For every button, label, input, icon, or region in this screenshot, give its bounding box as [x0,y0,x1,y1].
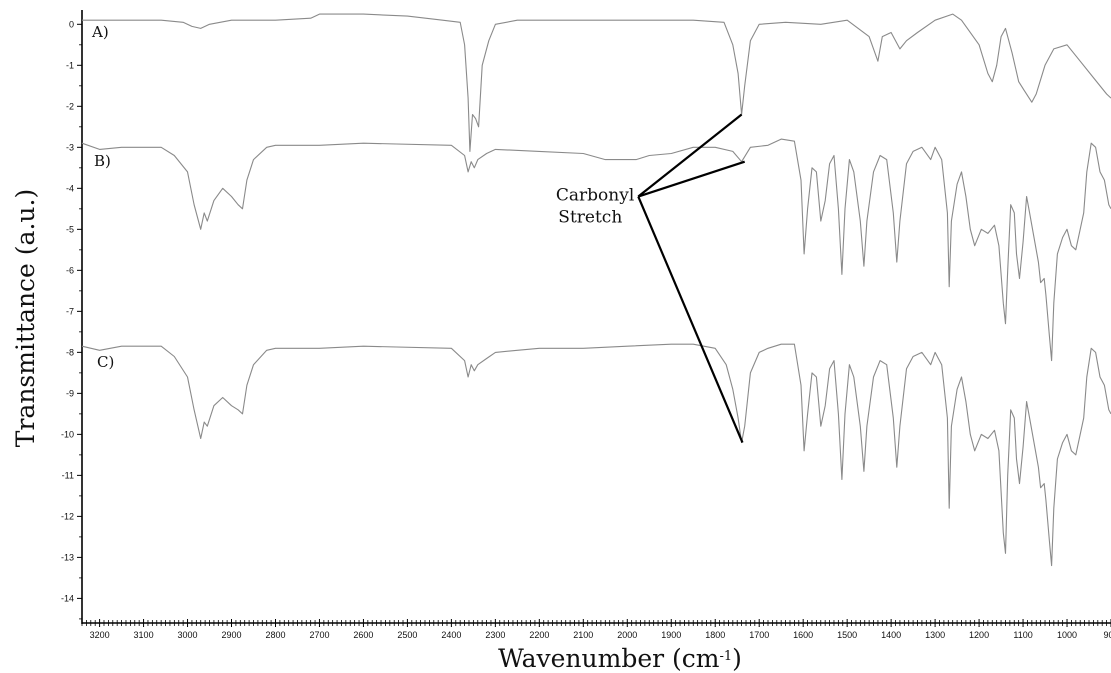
y-tick-label: 0 [69,19,74,29]
y-tick-label: -14 [61,593,74,603]
series-label-a: A) [91,23,109,41]
y-tick-label: -12 [61,511,74,521]
x-tick-label: 2100 [573,630,593,640]
annotation-leader-line [637,196,744,443]
x-tick-label: 2300 [485,630,505,640]
x-tick-label: 1500 [837,630,857,640]
y-axis-title: Transmittance (a.u.) [11,189,40,447]
y-tick-label: -8 [66,347,74,357]
x-tick-label: 1100 [1013,630,1032,640]
annotation-text: Carbonyl Stretch [556,186,634,228]
x-axis-title-sup: -1 [719,649,732,664]
x-tick-label: 1200 [969,630,989,640]
x-tick-label: 1700 [749,630,769,640]
x-tick-label: 1800 [705,630,725,640]
y-tick-label: -11 [62,470,74,480]
x-tick-label: 2900 [221,630,241,640]
annotation-leader-line [637,160,746,198]
series-label-b: B) [94,152,111,170]
annotation-leader-line [637,113,743,198]
annotation-text-line: Carbonyl [556,186,634,206]
x-tick-label: 2200 [529,630,549,640]
y-tick-label: -4 [66,183,74,193]
x-tick-label: 3000 [178,630,198,640]
series-line-a [82,13,1111,152]
series-label-c: C) [97,353,114,371]
x-tick-label: 1600 [793,630,813,640]
y-tick-label: -2 [66,101,74,111]
x-tick-label: 1000 [1057,630,1077,640]
x-tick-label: 2800 [265,630,285,640]
x-tick-label: 2000 [617,630,637,640]
x-tick-label: 2600 [353,630,373,640]
x-tick-label: 2500 [397,630,417,640]
axes-group: 3200 3100 3000 2900 2800 2700 2600 2500 2400 2300… [61,10,1111,640]
y-tick-label: -3 [66,142,74,152]
annotation-text-line: Stretch [558,208,622,228]
x-axis-title-close: ) [732,644,742,673]
y-tick-label: -9 [66,388,74,398]
x-tick-label: 3200 [90,630,110,640]
annotation-group: Carbonyl Stretch [556,113,746,443]
x-tick-label: 3100 [134,630,154,640]
y-tick-label: -7 [66,306,74,316]
x-axis-title: Wavenumber (cm-1) [498,644,742,673]
x-tick-label: 2400 [441,630,461,640]
x-tick-label: 1400 [881,630,901,640]
y-tick-label: -6 [66,265,74,275]
y-tick-label: -5 [66,224,74,234]
series-line-b [81,138,1111,362]
series-line-c [81,343,1111,567]
y-tick-label: -13 [61,552,74,562]
y-tick-label: -1 [66,60,74,70]
y-tick-label: -10 [61,429,74,439]
x-tick-label: 1900 [661,630,681,640]
x-tick-label: 2700 [309,630,329,640]
x-axis-title-main: Wavenumber (cm [498,644,720,673]
x-tick-label: 1300 [925,630,945,640]
series-labels-group: A) B) C) [91,23,114,371]
x-tick-label: 900 [1103,630,1111,640]
series-group [81,13,1111,567]
